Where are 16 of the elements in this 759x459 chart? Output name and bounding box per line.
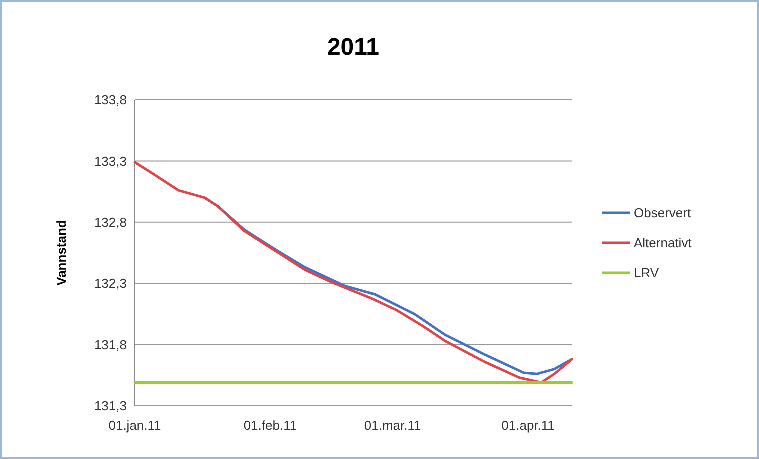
x-tick-label: 01.jan.11 bbox=[108, 418, 162, 433]
chart-title: 2011 bbox=[327, 34, 380, 61]
y-tick-label: 133,3 bbox=[94, 154, 127, 169]
y-tick-label: 133,8 bbox=[94, 92, 127, 108]
x-tick-label: 01.apr.11 bbox=[502, 418, 555, 433]
y-tick-label: 132,3 bbox=[94, 276, 127, 292]
y-tick-label: 132,8 bbox=[94, 214, 127, 230]
legend-label: Observert bbox=[634, 206, 692, 221]
line-series bbox=[134, 161, 574, 384]
legend-label: Alternativt bbox=[634, 236, 692, 251]
y-tick-label: 131,8 bbox=[94, 337, 127, 352]
y-axis-title: Vannstand bbox=[54, 220, 69, 286]
x-tick-label: 01.feb.11 bbox=[244, 418, 298, 433]
legend-label: LRV bbox=[634, 266, 660, 281]
x-tick-label: 01.mar.11 bbox=[364, 418, 422, 433]
y-tick-label: 131,3 bbox=[94, 398, 127, 414]
